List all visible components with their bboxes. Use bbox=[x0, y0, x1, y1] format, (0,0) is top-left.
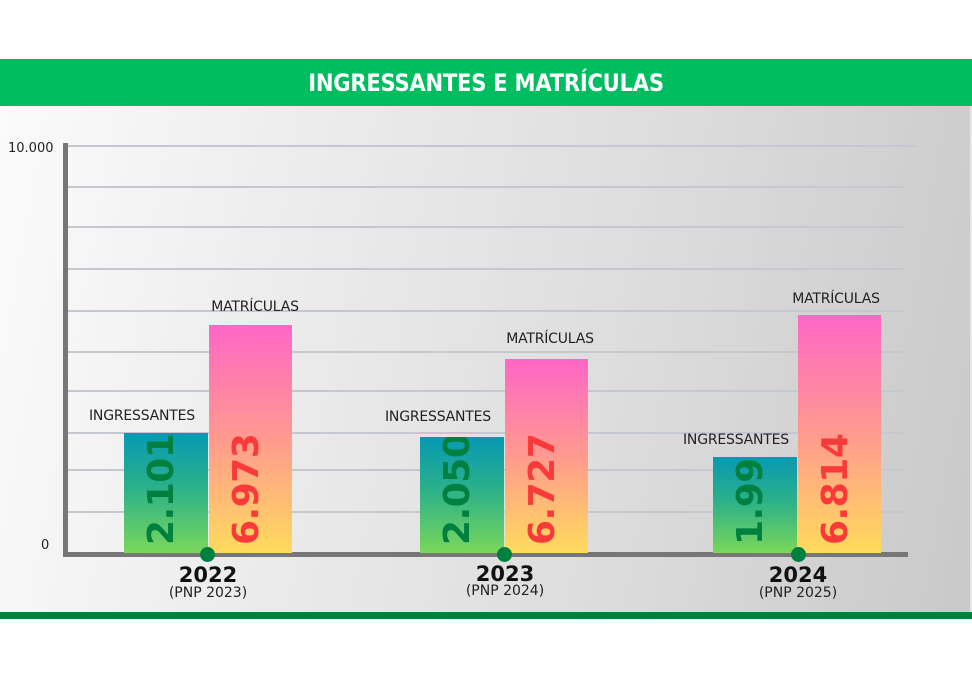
year-marker-dot bbox=[200, 547, 215, 562]
value-matriculas-2024: 6.814 bbox=[814, 433, 856, 545]
title-banner: INGRESSANTES E MATRÍCULAS bbox=[0, 59, 972, 106]
matriculas-label-2024: MATRÍCULAS bbox=[792, 291, 880, 307]
bar-matriculas-2024: 6.814 bbox=[798, 315, 881, 553]
gridline bbox=[68, 145, 916, 147]
gridline bbox=[68, 390, 903, 392]
ingressantes-label-2023: INGRESSANTES bbox=[385, 409, 491, 425]
ingressantes-label-2024: INGRESSANTES bbox=[683, 432, 789, 448]
value-ingressantes-2022: 2.101 bbox=[141, 433, 182, 545]
gridline bbox=[68, 310, 903, 312]
footer-bar bbox=[0, 612, 972, 619]
bar-ingressantes-2023: 2.050 bbox=[420, 437, 504, 553]
value-ingressantes-2023: 2.050 bbox=[437, 437, 478, 545]
gridline bbox=[68, 432, 903, 434]
y-tick-min: 0 bbox=[41, 538, 50, 553]
bar-matriculas-2023: 6.727 bbox=[505, 359, 588, 553]
year-label-2023: 2023 bbox=[475, 562, 535, 586]
year-label-2024: 2024 bbox=[768, 563, 828, 587]
gridline bbox=[68, 351, 903, 353]
bar-ingressantes-2024: 1.991 bbox=[713, 457, 797, 553]
y-axis bbox=[63, 143, 68, 557]
year-label-2022: 2022 bbox=[178, 563, 238, 587]
y-tick-max: 10.000 bbox=[8, 141, 54, 156]
value-matriculas-2023: 6.727 bbox=[521, 433, 563, 545]
bar-ingressantes-2022: 2.101 bbox=[124, 433, 208, 553]
matriculas-label-2022: MATRÍCULAS bbox=[211, 299, 299, 315]
year-marker-dot bbox=[791, 547, 806, 562]
source-label-2024: (PNP 2025) bbox=[758, 585, 838, 601]
bar-matriculas-2022: 6.973 bbox=[209, 325, 292, 553]
matriculas-label-2023: MATRÍCULAS bbox=[506, 331, 594, 347]
ingressantes-label-2022: INGRESSANTES bbox=[89, 408, 195, 424]
source-label-2023: (PNP 2024) bbox=[465, 583, 545, 599]
x-axis bbox=[63, 552, 908, 557]
gridline bbox=[68, 186, 903, 188]
gridline bbox=[68, 268, 903, 270]
source-label-2022: (PNP 2023) bbox=[168, 585, 248, 601]
value-ingressantes-2024: 1.991 bbox=[730, 457, 771, 545]
chart-title: INGRESSANTES E MATRÍCULAS bbox=[308, 68, 664, 97]
value-matriculas-2022: 6.973 bbox=[225, 433, 267, 545]
year-marker-dot bbox=[497, 547, 512, 562]
gridline bbox=[68, 226, 903, 228]
